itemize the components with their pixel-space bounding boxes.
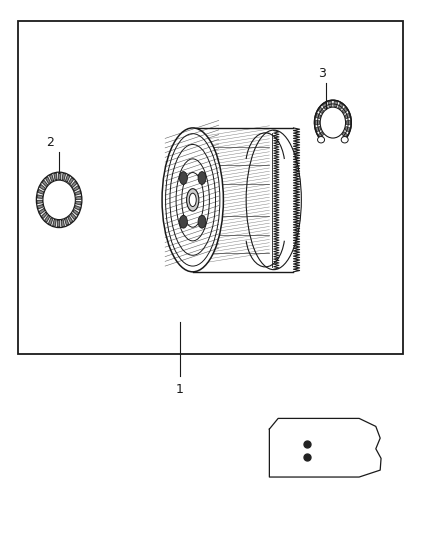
Ellipse shape [189,193,196,207]
Polygon shape [61,220,64,227]
Ellipse shape [180,215,187,228]
Polygon shape [323,103,327,109]
Polygon shape [66,175,70,182]
Polygon shape [65,219,69,225]
Polygon shape [316,114,321,118]
Polygon shape [57,220,60,227]
Text: 1: 1 [176,383,184,395]
Ellipse shape [162,128,223,272]
Polygon shape [54,173,57,180]
Polygon shape [46,177,50,184]
Ellipse shape [318,136,325,143]
Ellipse shape [180,172,187,184]
Polygon shape [345,114,350,118]
Polygon shape [71,213,76,220]
Polygon shape [345,127,350,132]
Polygon shape [74,186,79,191]
Circle shape [43,180,75,220]
Polygon shape [42,180,48,187]
Polygon shape [71,181,77,188]
Polygon shape [49,218,53,225]
Polygon shape [59,173,61,180]
Polygon shape [75,191,81,195]
Polygon shape [318,132,323,138]
Polygon shape [69,177,74,184]
Polygon shape [76,196,81,199]
Polygon shape [328,101,332,107]
Polygon shape [343,107,347,113]
Polygon shape [315,120,319,125]
Polygon shape [39,208,45,214]
Polygon shape [38,205,43,209]
Text: 2: 2 [46,136,54,149]
Polygon shape [343,132,347,138]
Polygon shape [37,200,42,204]
Polygon shape [73,209,78,215]
Polygon shape [346,120,350,125]
Polygon shape [62,173,65,180]
Ellipse shape [198,172,206,184]
Ellipse shape [187,189,199,211]
Polygon shape [316,127,321,132]
Polygon shape [45,215,49,222]
Polygon shape [38,190,43,194]
Polygon shape [339,103,343,109]
Polygon shape [49,174,53,181]
Text: 3: 3 [318,67,326,80]
Bar [18,21,403,354]
Ellipse shape [341,136,348,143]
Polygon shape [76,201,81,205]
Polygon shape [42,212,47,219]
Ellipse shape [198,215,206,228]
Polygon shape [75,206,80,210]
Polygon shape [37,195,42,198]
Polygon shape [334,101,338,107]
Polygon shape [53,220,56,227]
Polygon shape [40,184,45,190]
Polygon shape [68,216,73,223]
Polygon shape [318,107,323,113]
